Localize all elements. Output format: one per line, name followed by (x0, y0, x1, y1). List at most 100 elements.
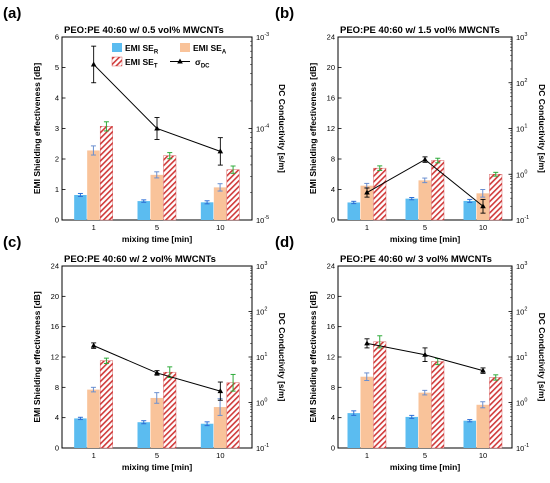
chart-panel-1: (a) PEO:PE 40:60 w/ 0.5 vol% MWCNTs 0 1 2 3 4 5… (3, 5, 287, 244)
bar-t (163, 371, 177, 449)
bar-t (489, 174, 503, 221)
y-tick-label: 24 (327, 33, 335, 42)
y2-tick-label: 10-3 (256, 32, 269, 42)
bar-a (150, 397, 163, 448)
y2-tick-label: 103 (516, 32, 527, 42)
x-tick-label: 10 (479, 223, 487, 232)
bar-r (463, 420, 476, 448)
y2-tick-label: 10-4 (256, 124, 269, 134)
chart-panel-3: (c) PEO:PE 40:60 w/ 2 vol% MWCNTs 0 4 8 12 16 2… (3, 234, 287, 472)
y-tick-label: 20 (327, 63, 335, 72)
y-tick-label: 4 (55, 413, 59, 422)
y2-tick-label: 10-5 (256, 215, 269, 225)
bar-r (74, 418, 87, 448)
legend: EMI SER EMI SEA EMI SET σDC (111, 43, 227, 70)
y-tick-label: 8 (331, 383, 335, 392)
y-tick-label: 24 (327, 262, 335, 271)
y-tick-label: 4 (331, 413, 335, 422)
y-tick-label: 4 (331, 185, 335, 194)
chart-title: PEO:PE 40:60 w/ 0.5 vol% MWCNTs (64, 25, 224, 36)
panel-label: (c) (3, 234, 21, 251)
x-tick-label: 5 (423, 451, 427, 460)
conductivity-point (364, 189, 370, 195)
bar-a (213, 407, 227, 448)
panel-label: (d) (275, 234, 294, 251)
y-tick-label: 0 (331, 444, 335, 453)
bar-r (405, 198, 418, 220)
y-tick-label: 24 (51, 262, 59, 271)
y-tick-label: 8 (55, 383, 59, 392)
x-tick-label: 10 (216, 223, 224, 232)
y-tick-label: 16 (327, 322, 335, 331)
y-axis-label: EMI Shielding effectiveness [dB] (32, 63, 42, 194)
y-tick-label: 5 (55, 63, 59, 72)
panel-label: (b) (275, 5, 294, 22)
conductivity-point (422, 351, 428, 357)
y2-axis-label: DC Conductivity [s/m] (277, 84, 287, 173)
bar-r (74, 194, 87, 220)
y2-tick-label: 102 (256, 307, 267, 317)
legend-label-a: EMI SEA (193, 43, 227, 56)
bar-a (418, 392, 431, 448)
y2-tick-label: 101 (516, 352, 527, 362)
bar-a (476, 404, 489, 448)
chart-title: PEO:PE 40:60 w/ 2 vol% MWCNTs (64, 254, 216, 265)
bar-a (87, 389, 100, 448)
conductivity-point (217, 388, 224, 394)
conductivity-point (154, 369, 160, 375)
conductivity-point (480, 203, 486, 209)
x-axis-label: mixing time [min] (122, 234, 193, 244)
bar-t (226, 169, 240, 221)
y2-tick-label: 103 (516, 261, 527, 271)
x-axis-label: mixing time [min] (390, 462, 461, 472)
legend-swatch-a (180, 43, 190, 52)
conductivity-point (90, 61, 97, 67)
legend-swatch-t (111, 56, 123, 67)
y-tick-label: 20 (51, 292, 59, 301)
y-tick-label: 20 (327, 292, 335, 301)
y-tick-label: 16 (327, 94, 335, 103)
x-tick-label: 5 (155, 451, 159, 460)
x-axis-label: mixing time [min] (122, 462, 193, 472)
legend-label-s: σDC (195, 57, 210, 70)
x-tick-label: 10 (216, 451, 224, 460)
panel-label: (a) (3, 5, 21, 22)
legend-swatch-r (112, 43, 122, 52)
conductivity-point (480, 367, 486, 373)
y-tick-label: 6 (55, 33, 59, 42)
bar-t (99, 126, 113, 221)
y-tick-label: 16 (51, 322, 59, 331)
conductivity-point (154, 125, 160, 131)
bar-a (360, 185, 373, 220)
bar-t (163, 155, 177, 221)
y2-tick-label: 100 (516, 398, 527, 408)
conductivity-point (90, 342, 97, 348)
y2-axis-label: DC Conductivity [s/m] (537, 84, 547, 173)
chart-panel-2: (b) PEO:PE 40:60 w/ 1.5 vol% MWCNTs 0 4 8 12 1… (275, 5, 547, 244)
x-tick-label: 1 (92, 451, 96, 460)
y2-tick-label: 102 (516, 307, 527, 317)
y-tick-label: 1 (55, 185, 59, 194)
bar-r (200, 423, 214, 448)
conductivity-point (217, 148, 224, 154)
bar-r (347, 202, 360, 220)
y-tick-label: 2 (55, 155, 59, 164)
y-axis-label: EMI Shielding effectiveness [dB] (308, 63, 318, 194)
bar-r (137, 422, 150, 448)
y-tick-label: 4 (55, 94, 59, 103)
x-tick-label: 10 (479, 451, 487, 460)
y-axis-label: EMI Shielding effectiveness [dB] (32, 291, 42, 422)
bar-a (213, 187, 227, 220)
bar-a (87, 150, 100, 220)
bar-t (373, 167, 387, 221)
y-tick-label: 0 (55, 444, 59, 453)
y2-axis-label: DC Conductivity [s/m] (537, 313, 547, 402)
conductivity-point (364, 340, 370, 346)
y2-tick-label: 100 (516, 169, 527, 179)
x-axis-label: mixing time [min] (390, 234, 461, 244)
x-tick-label: 1 (365, 451, 369, 460)
y-tick-label: 3 (55, 124, 59, 133)
y2-axis-label: DC Conductivity [s/m] (277, 313, 287, 402)
legend-label-r: EMI SER (125, 43, 159, 56)
